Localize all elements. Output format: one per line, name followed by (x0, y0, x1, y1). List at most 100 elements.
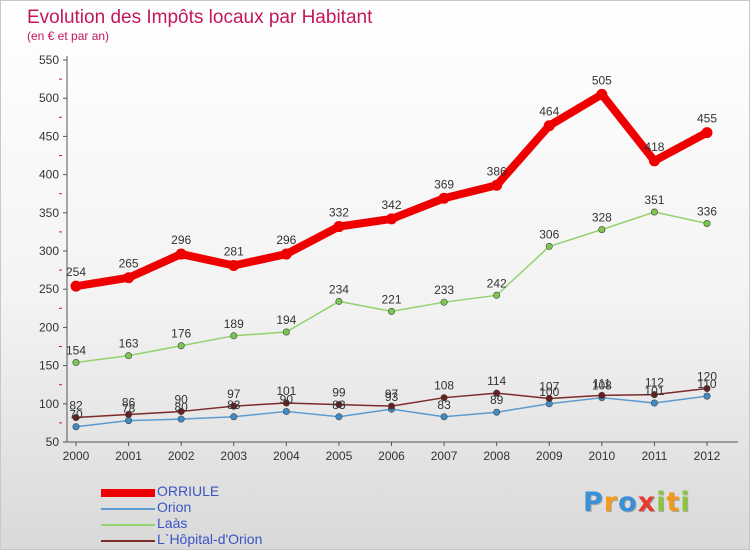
data-label: 328 (592, 211, 612, 225)
data-label: 100 (539, 385, 559, 399)
data-point (125, 352, 133, 360)
data-point (333, 221, 345, 233)
data-point (598, 226, 606, 234)
data-label: 418 (644, 140, 664, 154)
data-point (650, 391, 658, 399)
x-tick-label: 2011 (642, 449, 668, 463)
data-point (125, 410, 133, 418)
data-label: 234 (329, 282, 349, 296)
data-point (545, 242, 553, 250)
data-point (598, 391, 606, 399)
logo-letter: i (680, 487, 691, 518)
x-tick-label: 2000 (63, 449, 90, 463)
data-label: 108 (434, 379, 454, 393)
data-label: 107 (539, 379, 559, 393)
data-label: 120 (697, 370, 717, 384)
data-point (177, 415, 185, 423)
y-tick-label: 350 (39, 206, 59, 220)
logo-letter: t (666, 487, 681, 518)
data-label: 265 (119, 257, 139, 271)
x-tick-label: 2001 (115, 449, 142, 463)
data-label: 254 (66, 265, 86, 279)
data-point (545, 394, 553, 402)
data-label: 97 (227, 387, 241, 401)
y-tick-label: 500 (39, 91, 59, 105)
data-label: 281 (224, 245, 244, 259)
data-point (230, 402, 238, 410)
data-label: 332 (329, 206, 349, 220)
data-point (440, 298, 448, 306)
data-point (440, 394, 448, 402)
data-label: 111 (593, 376, 612, 390)
data-point (387, 307, 395, 315)
logo-letter: P (583, 487, 604, 518)
legend-label: Laàs (157, 515, 188, 531)
data-point (230, 332, 238, 340)
series-line (72, 90, 711, 291)
x-tick-label: 2002 (168, 449, 195, 463)
data-label: 194 (276, 313, 296, 327)
data-label: 101 (276, 384, 296, 398)
data-point (72, 359, 80, 367)
data-label: 83 (332, 398, 346, 412)
data-label: 505 (592, 73, 612, 87)
x-tick-label: 2006 (378, 449, 405, 463)
logo-letter: r (603, 487, 619, 518)
y-tick-label: 450 (39, 129, 59, 143)
data-label: 97 (385, 387, 399, 401)
x-tick-label: 2005 (326, 449, 353, 463)
data-point (280, 248, 292, 260)
data-label: 189 (224, 317, 244, 331)
data-point (70, 280, 82, 292)
data-point (125, 417, 133, 425)
data-label: 99 (332, 386, 346, 400)
y-tick-label: 550 (39, 53, 59, 67)
data-point (703, 385, 711, 393)
chart-subtitle: (en € et par an) (27, 29, 110, 43)
data-label: 93 (385, 390, 399, 404)
data-label: 86 (122, 395, 136, 409)
data-label: 296 (276, 233, 296, 247)
proxiti-logo: Proxiti (583, 487, 691, 518)
x-tick-label: 2012 (694, 449, 721, 463)
data-label: 306 (539, 227, 559, 241)
data-label: 114 (487, 374, 506, 388)
data-point (650, 399, 658, 407)
data-point (596, 88, 608, 100)
data-label: 455 (697, 112, 717, 126)
data-point (493, 389, 501, 397)
data-point (177, 342, 185, 350)
data-label: 154 (66, 344, 86, 358)
data-label: 233 (434, 283, 454, 297)
y-tick-label: 150 (39, 359, 59, 373)
x-tick-label: 2009 (536, 449, 563, 463)
logo-letter: o (618, 487, 638, 518)
data-point (703, 392, 711, 400)
legend-label: ORRIULE (157, 483, 220, 499)
data-label: 176 (171, 327, 191, 341)
x-tick-label: 2007 (431, 449, 458, 463)
x-tick-label: 2010 (588, 449, 615, 463)
data-label: 369 (434, 177, 454, 191)
data-point (386, 213, 397, 225)
data-label: 89 (490, 393, 504, 407)
data-point (703, 219, 711, 227)
chart-title: Evolution des Impôts locaux par Habitant (27, 7, 373, 28)
data-point (543, 120, 555, 132)
data-point (282, 407, 290, 415)
y-tick-label: 400 (39, 168, 59, 182)
y-tick-label: 250 (39, 282, 59, 296)
data-label: 90 (174, 392, 188, 406)
y-tick-label: 50 (46, 435, 60, 449)
data-point (123, 272, 135, 284)
data-label: 336 (697, 204, 717, 218)
logo-letter: i (656, 487, 667, 518)
legend-label: L`Hôpital-d'Orion (157, 531, 263, 547)
data-label: 82 (69, 399, 83, 413)
data-point (493, 408, 501, 416)
legend-swatch (101, 489, 155, 497)
legend-swatch (101, 540, 155, 542)
data-label: 108 (592, 379, 612, 393)
data-point (440, 413, 448, 421)
